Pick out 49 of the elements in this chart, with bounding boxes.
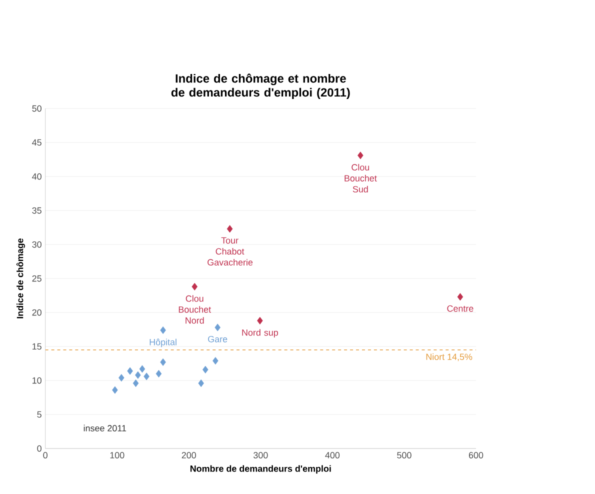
y-tick-label: 15 — [32, 343, 42, 350]
chart-title: Indice de chômage et nombre de demandeurs d'emploi (2011) — [171, 74, 350, 100]
y-tick-label: 10 — [32, 377, 42, 384]
point — [214, 324, 220, 332]
y-tick-label: 35 — [32, 207, 42, 214]
y-tick-label: 50 — [32, 105, 42, 112]
annotation: Centre — [447, 305, 474, 312]
point — [457, 293, 464, 301]
y-tick-label: 40 — [32, 173, 42, 180]
point — [118, 374, 124, 382]
point — [192, 282, 198, 291]
x-tick-label: 500 — [397, 452, 412, 458]
x-tick-label: 600 — [468, 452, 484, 458]
y-tick-label: 25 — [32, 275, 42, 282]
annotation: Gare — [208, 336, 228, 342]
annotation: Nord sup — [242, 329, 278, 338]
point — [257, 316, 263, 325]
y-tick-label: 5 — [37, 411, 42, 418]
point — [135, 371, 141, 379]
x-tick-label: 400 — [325, 452, 340, 458]
annotation: Clou Bouchet Sud — [344, 164, 377, 193]
point — [160, 326, 166, 334]
point — [198, 380, 204, 388]
annotation: Tour Chabot Gavacherie — [208, 237, 253, 266]
y-tick-label: 45 — [32, 139, 42, 146]
y-tick-label: 30 — [32, 241, 42, 248]
y-axis-title: Indice de chômage — [16, 238, 26, 318]
point — [226, 225, 233, 233]
x-tick-label: 200 — [182, 452, 196, 458]
point — [144, 372, 150, 380]
annotation: Hôpital — [150, 338, 176, 348]
annotation: Clou Bouchet Nord — [178, 295, 211, 324]
x-tick-label: 300 — [254, 452, 268, 458]
point — [127, 367, 133, 375]
x-tick-label: 100 — [110, 452, 124, 458]
point — [202, 366, 208, 374]
y-tick-label: 20 — [32, 309, 42, 316]
point — [160, 358, 166, 366]
point — [132, 380, 139, 388]
point — [358, 152, 364, 160]
x-axis-title: Nombre de demandeurs d'emploi — [190, 465, 331, 474]
y-tick-label: 0 — [37, 445, 42, 452]
point — [112, 386, 118, 394]
x-tick-label: 0 — [43, 452, 48, 458]
ref-line-label: Niort 14,5% — [426, 354, 472, 362]
annotation: insee 2011 — [84, 424, 126, 432]
point — [212, 357, 218, 365]
point — [156, 370, 162, 378]
point — [139, 365, 146, 373]
